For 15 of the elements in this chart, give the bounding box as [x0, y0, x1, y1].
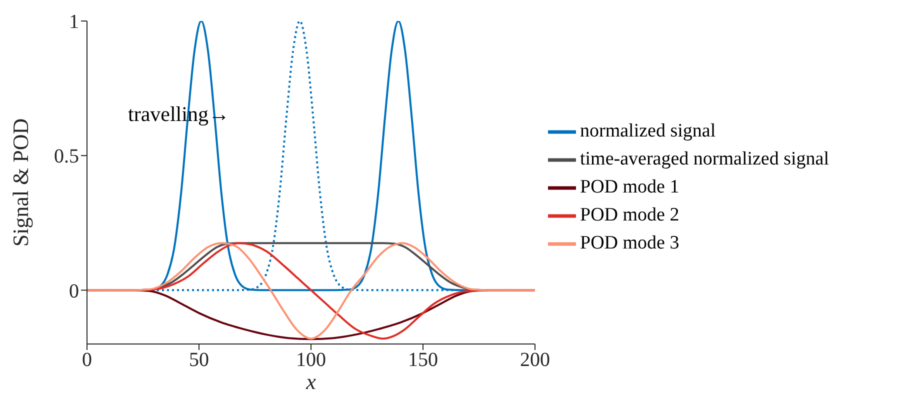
- y-axis-title: Signal & POD: [8, 118, 33, 247]
- x-tick-label: 200: [520, 349, 550, 372]
- x-tick-label: 100: [296, 349, 326, 372]
- y-tick-label: 0.5: [54, 146, 79, 168]
- line-series: [87, 242, 535, 340]
- legend-label: POD mode 2: [580, 204, 680, 226]
- x-tick-label: 150: [408, 349, 438, 372]
- legend-label: POD mode 3: [580, 232, 680, 254]
- legend-label: normalized signal: [580, 120, 716, 142]
- y-tick-label: 1: [69, 11, 79, 34]
- x-axis-title: x: [305, 369, 316, 394]
- legend-label: POD mode 1: [580, 176, 680, 198]
- y-tick-label: 0: [69, 280, 79, 302]
- x-tick-label: 50: [189, 349, 209, 372]
- legend-label: time-averaged normalized signal: [580, 148, 830, 170]
